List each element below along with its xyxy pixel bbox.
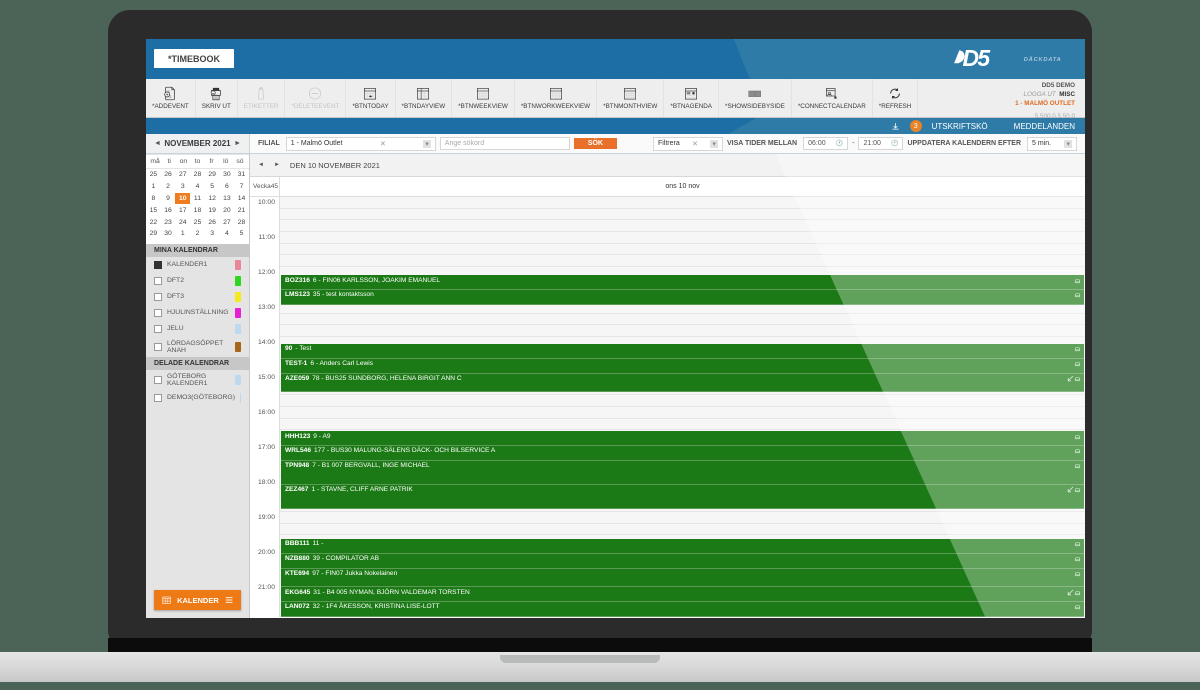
svg-text:D5: D5: [963, 45, 991, 71]
svg-text:DÄCKDATA: DÄCKDATA: [1024, 56, 1062, 63]
